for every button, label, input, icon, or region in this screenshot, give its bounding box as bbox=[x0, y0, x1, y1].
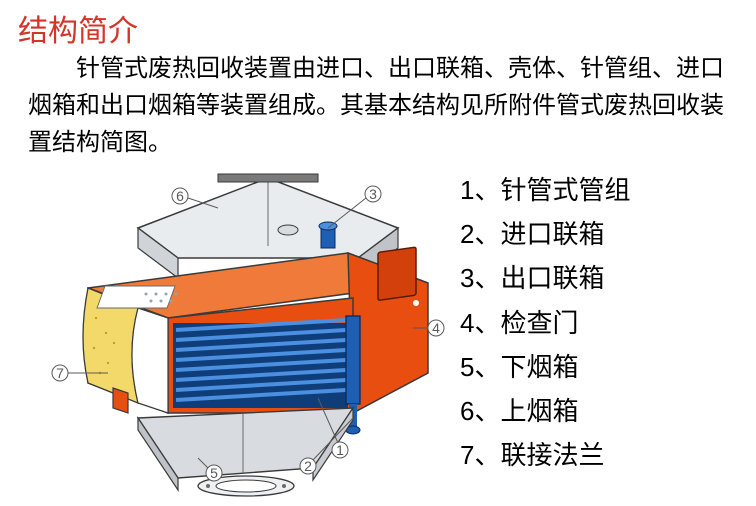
callout-2: 2 bbox=[304, 458, 312, 474]
legend-item-2: 2、进口联箱 bbox=[460, 212, 631, 256]
perforated-plate bbox=[97, 286, 177, 308]
callout-3: 3 bbox=[369, 186, 377, 202]
legend-item-5: 5、下烟箱 bbox=[460, 345, 631, 389]
legend-item-7: 7、联接法兰 bbox=[460, 433, 631, 477]
callout-4: 4 bbox=[432, 320, 440, 336]
legend-item-3: 3、出口联箱 bbox=[460, 256, 631, 300]
callout-6: 6 bbox=[176, 188, 184, 204]
intro-paragraph: 针管式废热回收装置由进口、出口联箱、壳体、针管组、进口烟箱和出口烟箱等装置组成。… bbox=[28, 50, 728, 162]
callout-1: 1 bbox=[336, 442, 344, 458]
structure-diagram: 3 6 4 1 2 5 7 bbox=[18, 168, 448, 498]
callout-5: 5 bbox=[210, 465, 218, 481]
legend-item-6: 6、上烟箱 bbox=[460, 389, 631, 433]
legend-list: 1、针管式管组 2、进口联箱 3、出口联箱 4、检查门 5、下烟箱 6、上烟箱 … bbox=[460, 168, 631, 477]
section-title: 结构简介 bbox=[18, 6, 138, 50]
legend-item-1: 1、针管式管组 bbox=[460, 168, 631, 212]
callout-7: 7 bbox=[56, 365, 64, 381]
legend-item-4: 4、检查门 bbox=[460, 301, 631, 345]
